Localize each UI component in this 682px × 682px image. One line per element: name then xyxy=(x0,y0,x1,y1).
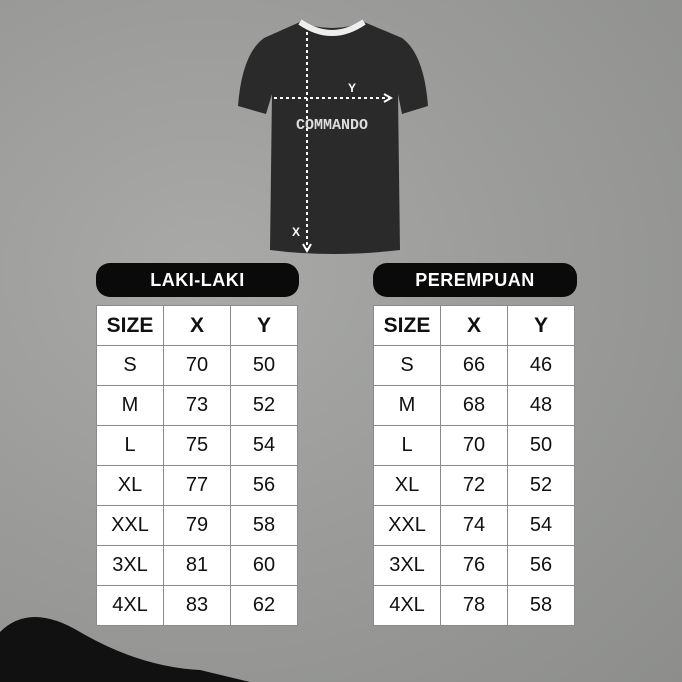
table-cell: Y xyxy=(230,305,298,346)
table-cell: S xyxy=(373,345,441,386)
table-cell: L xyxy=(96,425,164,466)
table-cell: 83 xyxy=(163,585,231,626)
table-cell: 50 xyxy=(230,345,298,386)
y-axis-label: Y xyxy=(348,81,356,95)
table-cell: 73 xyxy=(163,385,231,426)
table-row: 3XL 76 56 xyxy=(373,545,575,586)
table-cell: 74 xyxy=(440,505,508,546)
women-size-table: SIZE X Y S 66 46 M 68 48 L 70 50 XL 72 52 XXL 74 54 3XL 76 5… xyxy=(373,305,575,626)
table-cell: 70 xyxy=(163,345,231,386)
table-cell: 72 xyxy=(440,465,508,506)
table-row: XXL 74 54 xyxy=(373,505,575,546)
table-cell: X xyxy=(440,305,508,346)
table-row: S 70 50 xyxy=(96,345,298,386)
table-cell: L xyxy=(373,425,441,466)
decorative-wave xyxy=(0,617,250,682)
table-header-row: SIZE X Y xyxy=(96,305,298,346)
table-cell: XXL xyxy=(96,505,164,546)
table-row: XL 77 56 xyxy=(96,465,298,506)
table-cell: 54 xyxy=(507,505,575,546)
table-cell: 52 xyxy=(230,385,298,426)
table-cell: 56 xyxy=(507,545,575,586)
x-axis-label: X xyxy=(292,225,300,239)
table-cell: XL xyxy=(96,465,164,506)
table-cell: 70 xyxy=(440,425,508,466)
table-cell: X xyxy=(163,305,231,346)
table-row: L 75 54 xyxy=(96,425,298,466)
table-cell: 68 xyxy=(440,385,508,426)
table-cell: 66 xyxy=(440,345,508,386)
table-cell: 62 xyxy=(230,585,298,626)
table-row: XL 72 52 xyxy=(373,465,575,506)
table-row: M 73 52 xyxy=(96,385,298,426)
table-cell: 3XL xyxy=(373,545,441,586)
table-cell: Y xyxy=(507,305,575,346)
women-size-title: PEREMPUAN xyxy=(373,263,577,297)
table-row: L 70 50 xyxy=(373,425,575,466)
table-cell: XXL xyxy=(373,505,441,546)
table-cell: M xyxy=(96,385,164,426)
table-row: 3XL 81 60 xyxy=(96,545,298,586)
table-cell: S xyxy=(96,345,164,386)
table-row: M 68 48 xyxy=(373,385,575,426)
table-cell: 78 xyxy=(440,585,508,626)
table-row: S 66 46 xyxy=(373,345,575,386)
table-cell: M xyxy=(373,385,441,426)
table-cell: 60 xyxy=(230,545,298,586)
table-cell: 76 xyxy=(440,545,508,586)
table-cell: 77 xyxy=(163,465,231,506)
brand-text: COMMANDO xyxy=(296,117,368,134)
table-row: 4XL 83 62 xyxy=(96,585,298,626)
men-size-title: LAKI-LAKI xyxy=(96,263,299,297)
jersey-illustration: Y X COMMANDO xyxy=(238,19,428,254)
table-cell: 4XL xyxy=(373,585,441,626)
table-header-row: SIZE X Y xyxy=(373,305,575,346)
table-cell: 50 xyxy=(507,425,575,466)
table-cell: 52 xyxy=(507,465,575,506)
table-cell: 58 xyxy=(230,505,298,546)
men-size-table: SIZE X Y S 70 50 M 73 52 L 75 54 XL 77 56 XXL 79 58 3XL 81 6… xyxy=(96,305,298,626)
table-cell: 48 xyxy=(507,385,575,426)
table-row: 4XL 78 58 xyxy=(373,585,575,626)
table-cell: 58 xyxy=(507,585,575,626)
table-cell: 46 xyxy=(507,345,575,386)
table-cell: SIZE xyxy=(373,305,441,346)
table-cell: SIZE xyxy=(96,305,164,346)
table-cell: 4XL xyxy=(96,585,164,626)
table-cell: 54 xyxy=(230,425,298,466)
table-cell: 79 xyxy=(163,505,231,546)
table-cell: 81 xyxy=(163,545,231,586)
table-row: XXL 79 58 xyxy=(96,505,298,546)
table-cell: 3XL xyxy=(96,545,164,586)
table-cell: 75 xyxy=(163,425,231,466)
table-cell: 56 xyxy=(230,465,298,506)
table-cell: XL xyxy=(373,465,441,506)
